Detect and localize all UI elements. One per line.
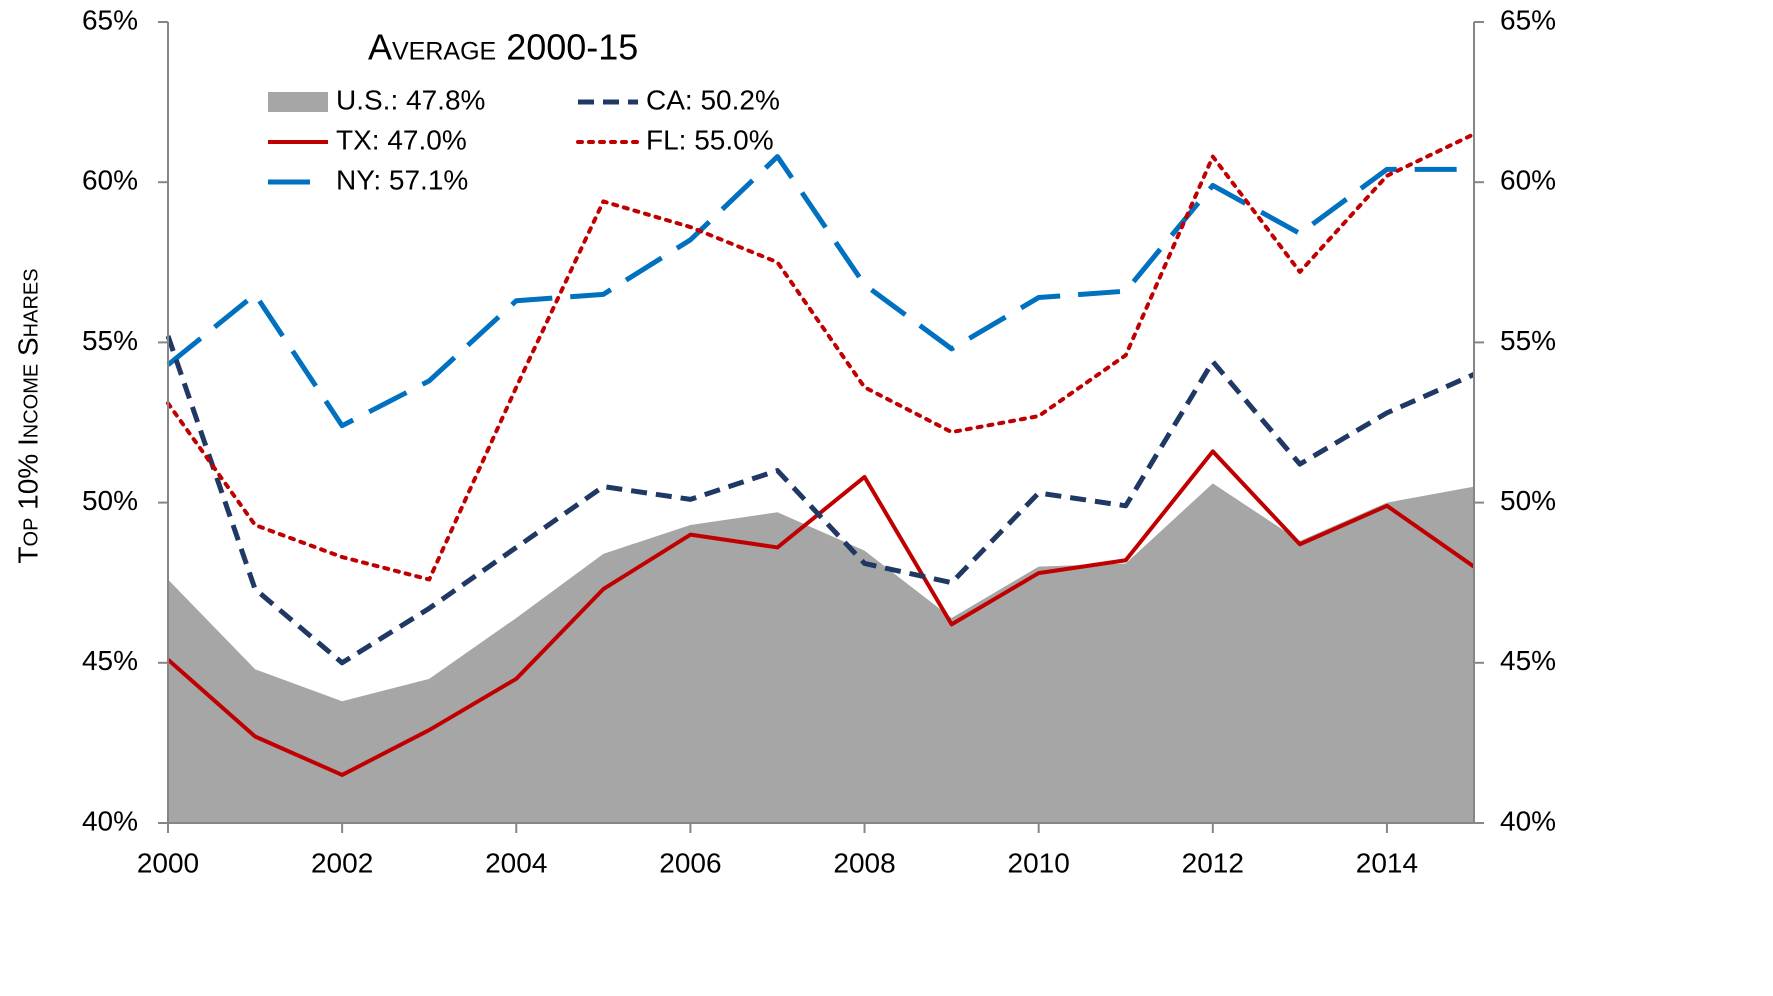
y-axis-title: Top 10% Income Shares [12, 268, 43, 563]
line [166, 449, 1476, 777]
plot-area [165, 132, 1476, 823]
legend-label: CA: 50.2% [646, 84, 780, 115]
x-tick-label: 2014 [1356, 847, 1418, 878]
legend: U.S.: 47.8% TX: 47.0% NY: 57.1% CA: 50.2% FL… [268, 84, 780, 195]
y2-tick-label: 40% [1500, 805, 1556, 836]
line [166, 154, 1474, 429]
y2-tick-label: 60% [1500, 165, 1556, 196]
x-tick-label: 2000 [137, 847, 199, 878]
legend-title: Average 2000-15 [368, 27, 638, 68]
legend-label: U.S.: 47.8% [336, 84, 485, 115]
x-tick-label: 2012 [1182, 847, 1244, 878]
area [168, 483, 1474, 823]
legend-swatch [268, 92, 328, 112]
y-tick-label: 50% [82, 485, 138, 516]
x-tick-label: 2010 [1008, 847, 1070, 878]
legend-label: TX: 47.0% [336, 124, 467, 155]
y2-tick-label: 65% [1500, 4, 1556, 35]
x-tick-label: 2008 [833, 847, 895, 878]
y-tick-label: 65% [82, 4, 138, 35]
y-tick-label: 60% [82, 165, 138, 196]
x-tick-label: 2004 [485, 847, 547, 878]
line [165, 335, 1476, 666]
y2-tick-label: 55% [1500, 325, 1556, 356]
y-tick-label: 40% [82, 805, 138, 836]
line [166, 132, 1476, 582]
y-tick-label: 45% [82, 645, 138, 676]
y2-tick-label: 50% [1500, 485, 1556, 516]
x-tick-label: 2002 [311, 847, 373, 878]
y2-tick-label: 45% [1500, 645, 1556, 676]
legend-label: NY: 57.1% [336, 164, 468, 195]
legend-label: FL: 55.0% [646, 124, 774, 155]
x-tick-label: 2006 [659, 847, 721, 878]
y-tick-label: 55% [82, 325, 138, 356]
